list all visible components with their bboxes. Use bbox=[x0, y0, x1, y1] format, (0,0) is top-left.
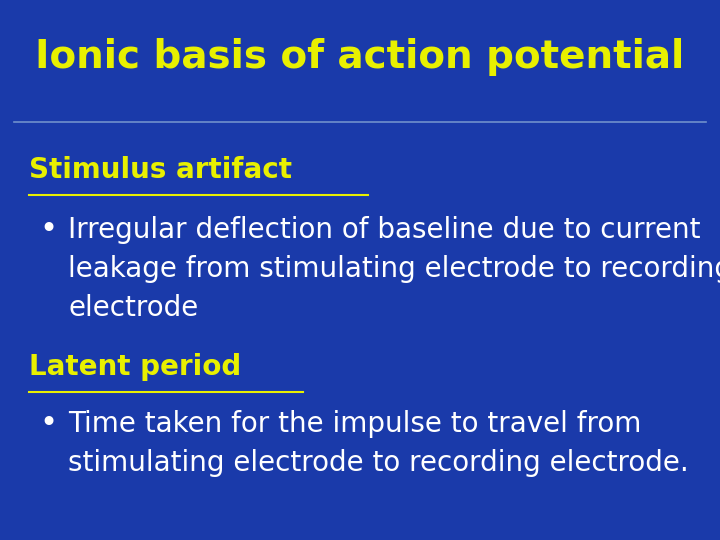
Text: stimulating electrode to recording electrode.: stimulating electrode to recording elect… bbox=[68, 449, 689, 477]
Text: Latent period: Latent period bbox=[29, 353, 241, 381]
Text: •: • bbox=[40, 215, 58, 244]
Text: electrode: electrode bbox=[68, 294, 199, 322]
Text: Irregular deflection of baseline due to current: Irregular deflection of baseline due to … bbox=[68, 215, 701, 244]
Text: Time taken for the impulse to travel from: Time taken for the impulse to travel fro… bbox=[68, 410, 642, 438]
Text: •: • bbox=[40, 409, 58, 438]
Text: leakage from stimulating electrode to recording: leakage from stimulating electrode to re… bbox=[68, 255, 720, 283]
Text: Ionic basis of action potential: Ionic basis of action potential bbox=[35, 38, 685, 76]
Text: Stimulus artifact: Stimulus artifact bbox=[29, 156, 292, 184]
